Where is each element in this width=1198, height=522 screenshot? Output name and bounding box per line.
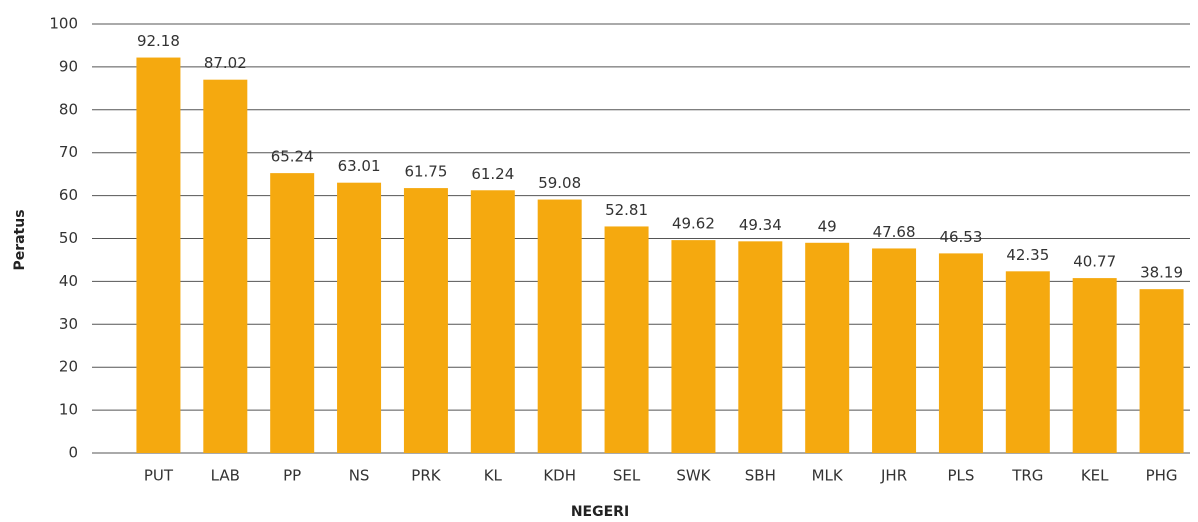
value-label: 63.01 [338,157,381,175]
x-tick-label: PLS [947,467,974,485]
bar [671,240,716,453]
y-tick-label: 50 [59,229,78,247]
x-tick-label: TRG [1011,467,1043,485]
x-tick-label: PP [283,467,301,485]
value-label: 42.35 [1006,246,1049,264]
value-label: 46.53 [939,228,982,246]
x-tick-label: PHG [1146,467,1178,485]
value-label: 65.24 [271,148,314,166]
y-tick-label: 90 [59,57,78,75]
value-label: 49.34 [739,216,782,234]
x-tick-label: SWK [676,467,711,485]
value-label: 47.68 [873,223,916,241]
bar [1072,278,1117,453]
value-label: 61.24 [471,165,514,183]
y-tick-label: 10 [59,401,78,419]
x-axis-title: NEGERI [571,504,629,520]
bar [537,199,582,453]
y-tick-label: 40 [59,272,78,290]
x-tick-label: PUT [144,467,174,485]
x-tick-label: KL [484,467,503,485]
value-label: 38.19 [1140,264,1183,282]
y-tick-label: 0 [68,444,78,462]
value-label: 52.81 [605,201,648,219]
x-tick-label: KEL [1081,467,1109,485]
value-label: 49 [818,217,837,235]
x-tick-label: JHR [880,467,907,485]
bar [270,173,315,453]
value-label: 40.77 [1073,253,1116,271]
x-tick-label: NS [349,467,370,485]
value-label: 61.75 [404,163,447,181]
bar [938,253,983,453]
y-tick-label: 70 [59,143,78,161]
bar [805,242,850,453]
y-tick-label: 30 [59,315,78,333]
bar [1005,271,1050,453]
x-tick-label: PRK [411,467,441,485]
y-tick-label: 60 [59,186,78,204]
value-label: 49.62 [672,215,715,233]
bar [136,57,181,454]
value-label: 92.18 [137,32,180,50]
bar [1139,289,1184,453]
bar [738,241,783,453]
x-tick-label: SEL [613,467,641,485]
bar [403,188,448,453]
value-label: 59.08 [538,174,581,192]
bar [872,248,917,453]
y-axis-title: Peratus [12,209,28,270]
value-label: 87.02 [204,54,247,72]
y-tick-label: 100 [49,15,78,33]
y-tick-label: 80 [59,100,78,118]
x-tick-label: LAB [211,467,240,485]
bar [203,79,248,453]
bar [337,182,382,453]
x-tick-label: KDH [543,467,576,485]
bar [604,226,649,453]
x-tick-label: SBH [745,467,776,485]
bar [470,190,515,453]
x-tick-label: MLK [812,467,844,485]
y-tick-label: 20 [59,358,78,376]
